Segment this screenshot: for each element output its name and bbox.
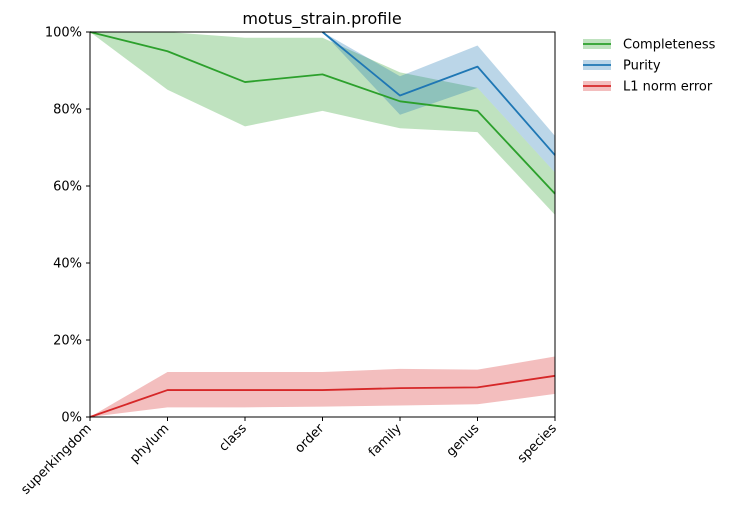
- purity-band: [322, 32, 555, 173]
- y-tick-label: 20%: [53, 334, 82, 349]
- y-tick-label: 100%: [45, 26, 82, 41]
- x-tick-label: family: [366, 421, 405, 460]
- chart-title: motus_strain.profile: [242, 9, 401, 29]
- y-axis: 0% 20% 40% 60% 80% 100%: [45, 26, 90, 426]
- legend: Completeness Purity L1 norm error: [583, 38, 716, 95]
- x-tick-label: phylum: [127, 421, 172, 466]
- x-tick-label: genus: [444, 421, 483, 460]
- x-tick-label: species: [515, 421, 560, 466]
- x-tick-label: order: [292, 421, 328, 457]
- l1-norm-error-band: [90, 356, 555, 417]
- y-tick-label: 60%: [53, 180, 82, 195]
- completeness-band: [90, 32, 555, 215]
- purity-legend-label: Purity: [623, 59, 661, 74]
- confidence-bands: [90, 32, 555, 417]
- x-tick-label: class: [216, 421, 250, 455]
- completeness-legend-label: Completeness: [623, 38, 716, 53]
- l1-norm-error-legend-label: L1 norm error: [623, 80, 713, 95]
- purity-line: [321, 31, 556, 156]
- y-tick-label: 0%: [61, 411, 82, 426]
- series-lines: [89, 31, 556, 418]
- y-tick-label: 80%: [53, 103, 82, 118]
- x-tick-label: superkingdom: [18, 421, 94, 497]
- x-axis: superkingdom phylum class order family genus s…: [18, 417, 560, 498]
- y-tick-label: 40%: [53, 257, 82, 272]
